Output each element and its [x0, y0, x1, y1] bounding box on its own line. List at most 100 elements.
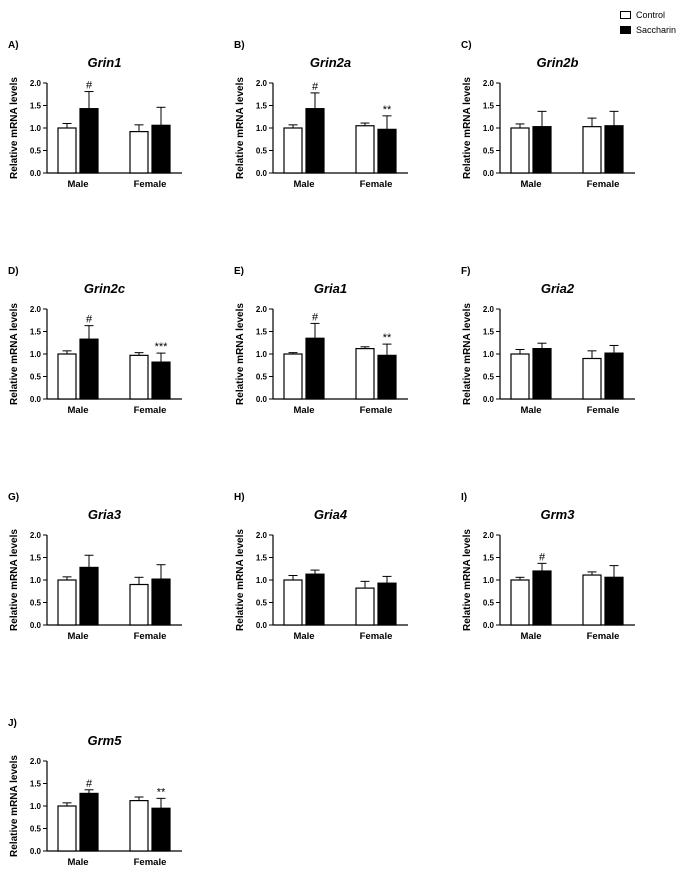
bar-control-female	[582, 126, 602, 174]
x-category-label: Male	[67, 857, 88, 868]
significance-marker: **	[383, 104, 392, 116]
y-tick-label: 0.5	[483, 147, 495, 156]
y-axis-label: Relative mRNA levels	[462, 529, 473, 631]
bar-control-female	[582, 574, 602, 626]
chart-panel-gria2: F) Gria2 Relative mRNA levels 0.0 0.5 1.0 1.5 2…	[461, 266, 635, 416]
y-axis-label: Relative mRNA levels	[235, 303, 246, 405]
bar-control-male	[510, 579, 530, 626]
bar-saccharin-female	[604, 576, 624, 626]
y-tick-label: 2.0	[30, 531, 42, 540]
x-category-label: Female	[134, 405, 167, 416]
y-tick-label: 0.0	[483, 169, 495, 178]
y-tick-label: 2.0	[483, 305, 495, 314]
bar-control-male	[510, 353, 530, 400]
significance-marker: #	[86, 314, 93, 326]
chart-panel-grin2b: C) Grin2b Relative mRNA levels 0.0 0.5 1.0 1.5…	[461, 40, 635, 190]
y-axis-label: Relative mRNA levels	[9, 755, 20, 857]
bar-saccharin-male	[305, 108, 325, 174]
y-tick-label: 0.0	[483, 621, 495, 630]
bar-saccharin-male	[305, 337, 325, 400]
y-tick-label: 2.0	[483, 79, 495, 88]
chart-panel-grin2a: B) Grin2a Relative mRNA levels 0.0 0.5 1.0 1.5…	[234, 40, 408, 190]
x-category-label: Female	[360, 631, 393, 642]
y-tick-label: 1.5	[256, 554, 268, 563]
significance-marker: #	[312, 311, 319, 323]
bar-control-male	[283, 579, 303, 626]
y-tick-label: 1.5	[483, 328, 495, 337]
y-tick-label: 0.0	[30, 395, 42, 404]
panel-title: Grin2a	[310, 55, 351, 70]
y-tick-label: 0.5	[30, 599, 42, 608]
x-category-label: Male	[67, 405, 88, 416]
y-tick-label: 0.0	[30, 847, 42, 856]
bar-saccharin-male	[532, 570, 552, 626]
panel-letter: B)	[234, 40, 245, 51]
y-tick-label: 1.0	[256, 124, 268, 133]
panel-letter: E)	[234, 266, 244, 277]
y-tick-label: 2.0	[256, 79, 268, 88]
panel-letter: G)	[8, 492, 19, 503]
y-tick-label: 0.5	[483, 373, 495, 382]
chart-panel-grin2c: D) Grin2c Relative mRNA levels 0.0 0.5 1.0 1.5…	[8, 266, 182, 416]
y-tick-label: 0.5	[256, 599, 268, 608]
y-tick-label: 2.0	[256, 531, 268, 540]
significance-marker: **	[383, 332, 392, 344]
y-axis-label: Relative mRNA levels	[9, 303, 20, 405]
panel-title: Gria4	[314, 507, 348, 522]
panel-letter: A)	[8, 40, 19, 51]
bar-saccharin-female	[377, 582, 397, 626]
y-tick-label: 0.5	[30, 825, 42, 834]
y-tick-label: 0.5	[483, 599, 495, 608]
bar-saccharin-female	[377, 128, 397, 174]
x-category-label: Male	[293, 179, 314, 190]
bar-saccharin-male	[79, 108, 99, 174]
y-axis-label: Relative mRNA levels	[235, 77, 246, 179]
y-tick-label: 0.5	[30, 147, 42, 156]
legend: Control Saccharin	[620, 7, 686, 37]
bar-control-female	[129, 354, 149, 400]
y-tick-label: 0.0	[256, 621, 268, 630]
chart-panel-grin1: A) Grin1 Relative mRNA levels 0.0 0.5 1.0 1.5 2…	[8, 40, 182, 190]
significance-marker: #	[312, 81, 319, 93]
y-tick-label: 1.5	[30, 554, 42, 563]
y-tick-label: 0.0	[483, 395, 495, 404]
bar-saccharin-male	[305, 573, 325, 626]
y-tick-label: 1.0	[483, 124, 495, 133]
x-category-label: Female	[587, 631, 620, 642]
x-category-label: Male	[67, 179, 88, 190]
y-tick-label: 1.5	[483, 102, 495, 111]
y-tick-label: 1.5	[30, 328, 42, 337]
y-tick-label: 1.5	[30, 102, 42, 111]
bar-control-female	[129, 583, 149, 626]
y-tick-label: 0.0	[256, 395, 268, 404]
chart-panel-gria1: E) Gria1 Relative mRNA levels 0.0 0.5 1.0 1.5 2…	[234, 266, 408, 416]
panel-title: Grin2b	[537, 55, 579, 70]
bar-saccharin-female	[151, 807, 171, 852]
x-category-label: Male	[293, 405, 314, 416]
y-axis-label: Relative mRNA levels	[235, 529, 246, 631]
bar-control-male	[57, 579, 77, 626]
panel-letter: C)	[461, 40, 472, 51]
y-tick-label: 1.0	[30, 802, 42, 811]
y-axis-label: Relative mRNA levels	[9, 77, 20, 179]
y-tick-label: 2.0	[30, 305, 42, 314]
panel-title: Grm3	[541, 507, 576, 522]
x-category-label: Female	[134, 857, 167, 868]
significance-marker: #	[86, 80, 93, 92]
bar-saccharin-male	[532, 348, 552, 400]
bar-control-female	[582, 357, 602, 400]
x-category-label: Male	[67, 631, 88, 642]
y-tick-label: 1.0	[256, 576, 268, 585]
y-tick-label: 1.5	[30, 780, 42, 789]
x-category-label: Male	[520, 405, 541, 416]
y-tick-label: 1.0	[30, 576, 42, 585]
y-tick-label: 1.0	[256, 350, 268, 359]
bar-saccharin-female	[377, 354, 397, 400]
y-tick-label: 1.5	[483, 554, 495, 563]
y-tick-label: 0.5	[30, 373, 42, 382]
bar-control-female	[355, 348, 375, 400]
bar-control-female	[129, 131, 149, 174]
panel-title: Grin1	[88, 55, 122, 70]
panel-title: Gria1	[314, 281, 347, 296]
